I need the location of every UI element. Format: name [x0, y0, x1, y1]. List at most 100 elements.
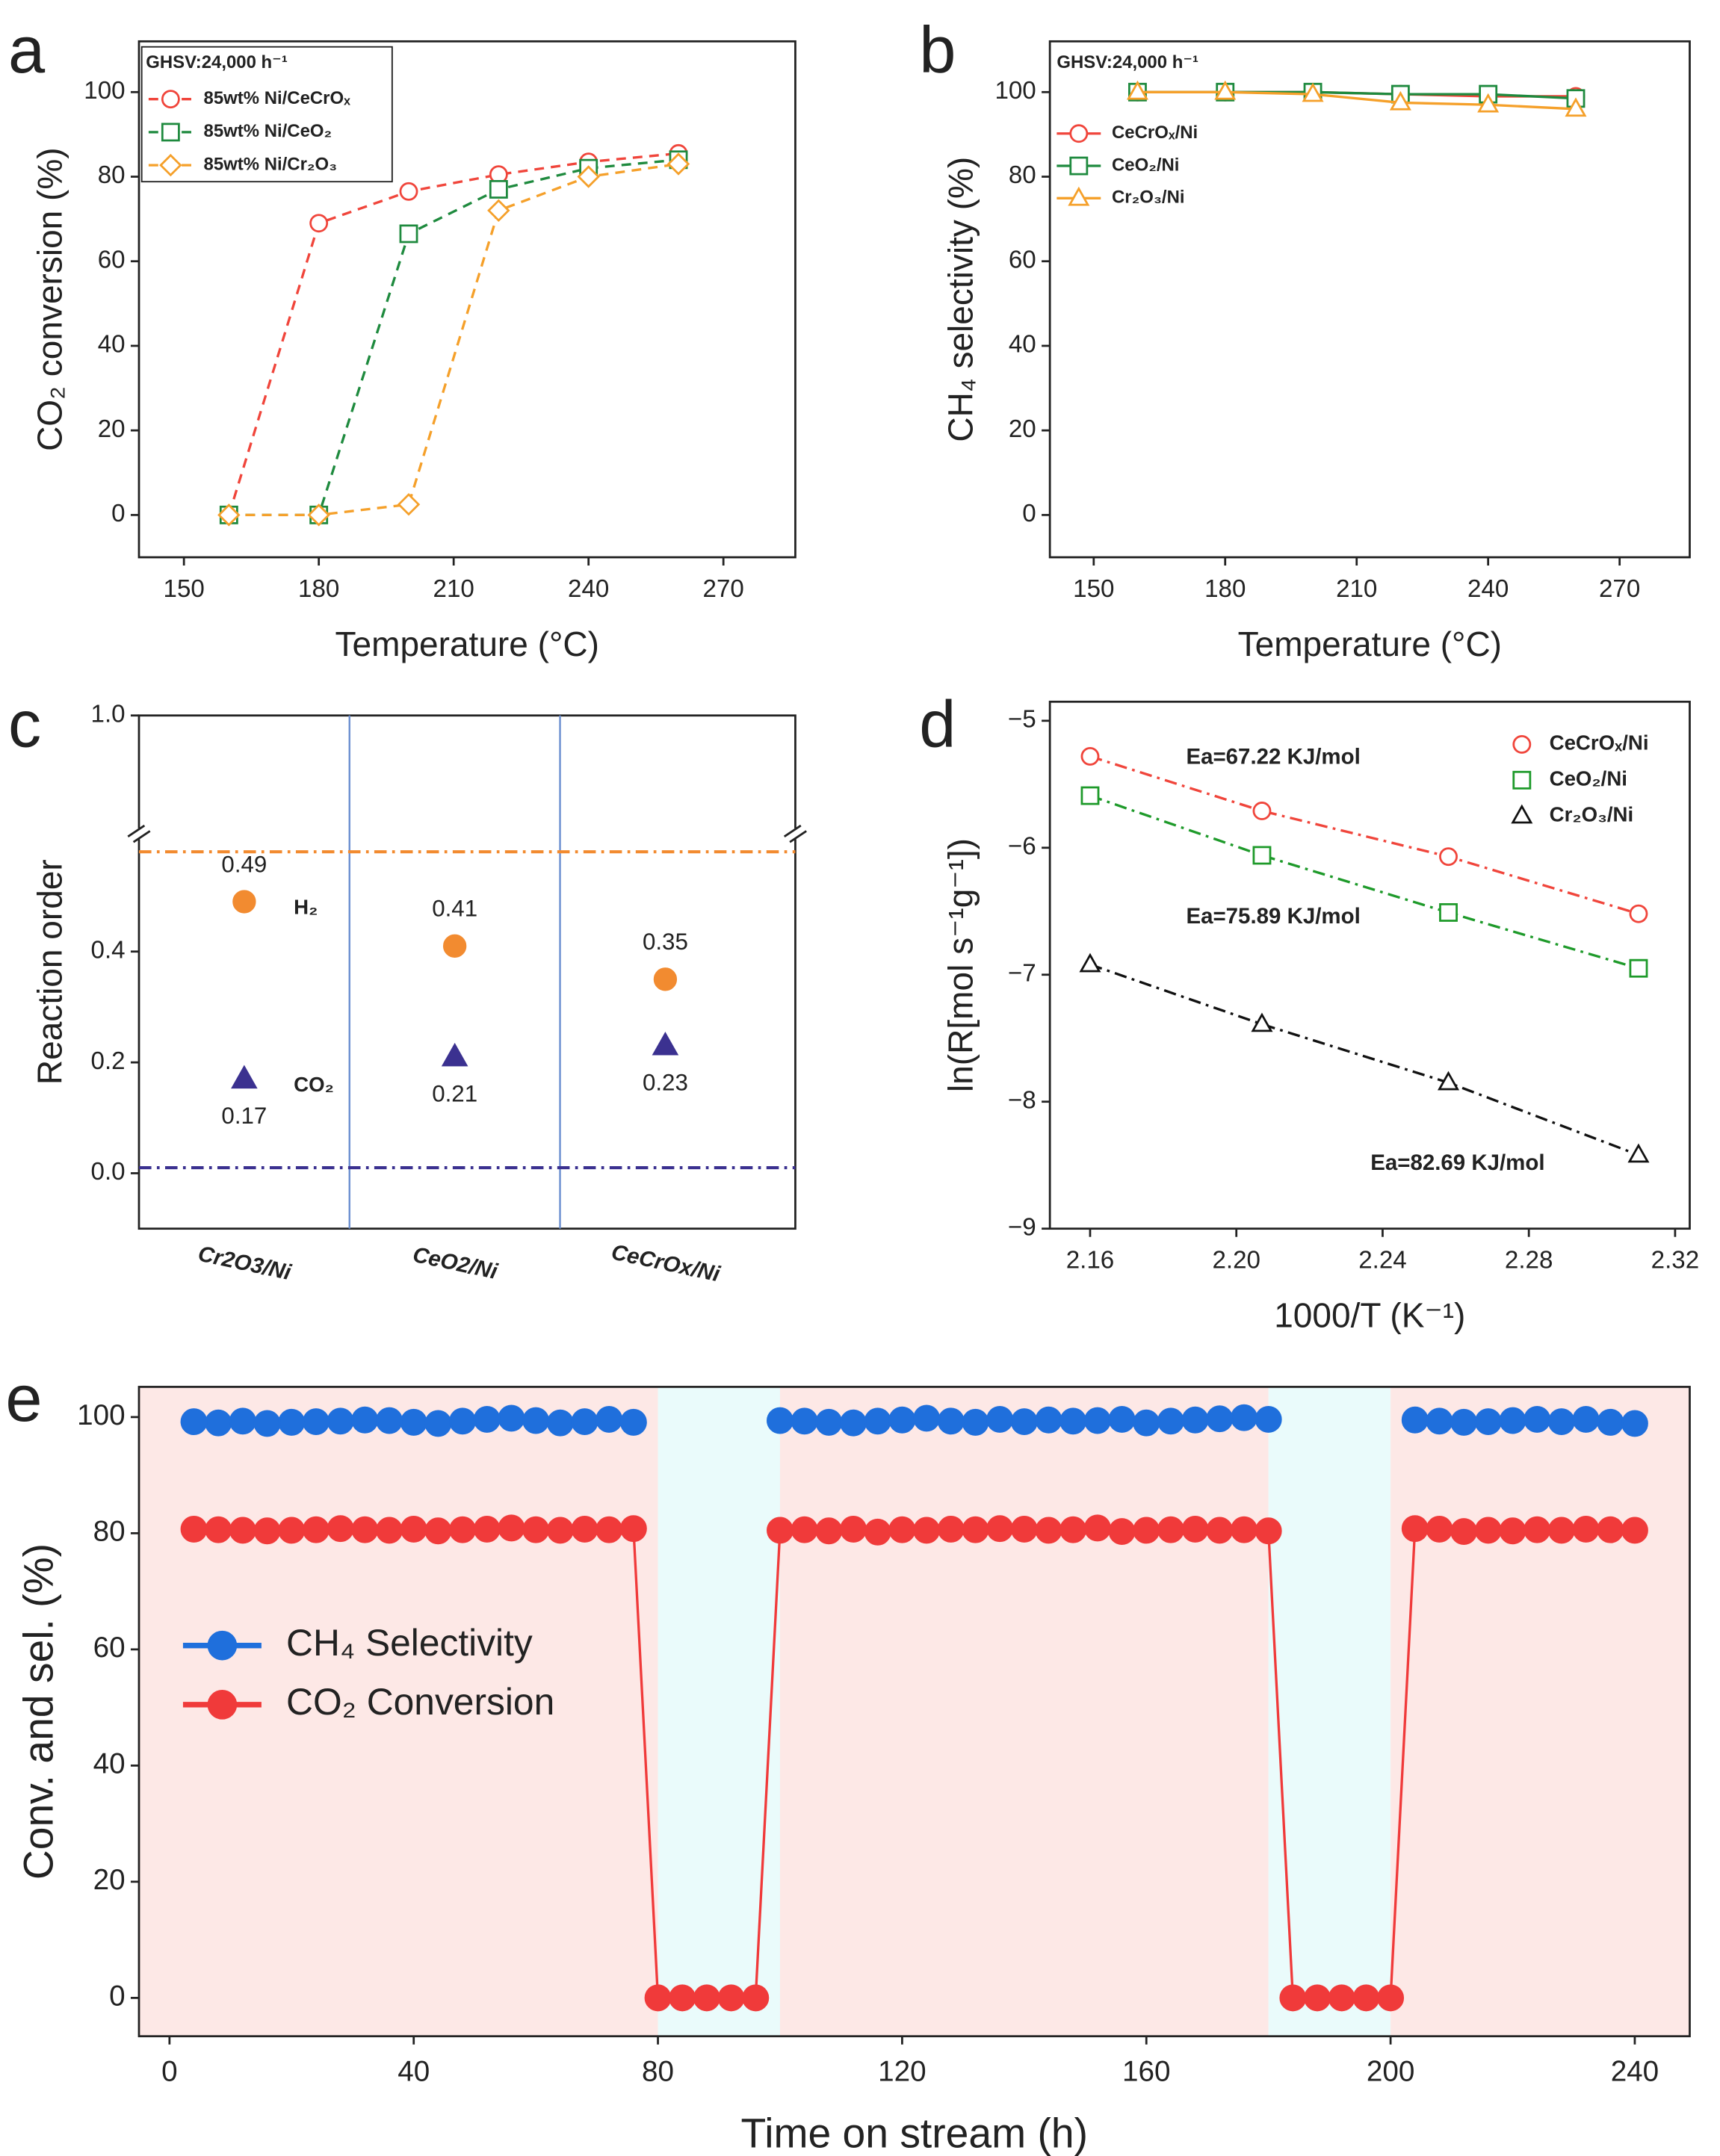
- panel-label: c: [8, 687, 41, 761]
- marker: [1547, 1517, 1575, 1544]
- axis-break-gap: [784, 828, 807, 840]
- legend-marker: [1512, 770, 1532, 790]
- y-tick-label: 60: [1009, 246, 1036, 273]
- marker: [1083, 1407, 1111, 1434]
- marker: [1565, 97, 1587, 117]
- axis-break-gap: [128, 828, 150, 840]
- marker: [1474, 1408, 1502, 1436]
- y-tick-label: 0: [111, 500, 125, 527]
- series-line: [229, 158, 679, 517]
- y-tick-label: 60: [98, 246, 126, 273]
- y-tick-label: 20: [98, 415, 126, 443]
- y-tick-label: 0: [1022, 500, 1036, 527]
- panel-label: d: [919, 687, 956, 761]
- marker: [840, 1515, 867, 1543]
- marker: [400, 1408, 427, 1436]
- marker: [1035, 1406, 1062, 1434]
- marker: [888, 1406, 916, 1434]
- plot-frame: [1048, 700, 1691, 1230]
- marker: [278, 1517, 306, 1544]
- annotation: Ea=82.69 KJ/mol: [1370, 1150, 1544, 1175]
- marker: [397, 492, 421, 516]
- marker: [253, 1410, 281, 1437]
- marker: [767, 1407, 794, 1434]
- marker: [1439, 903, 1458, 922]
- legend-marker: [161, 123, 180, 142]
- marker: [424, 1517, 452, 1545]
- marker: [1523, 1406, 1551, 1433]
- marker: [278, 1408, 306, 1436]
- x-tick-label: 2.32: [1651, 1247, 1699, 1274]
- marker: [1083, 1514, 1111, 1542]
- marker: [937, 1407, 965, 1435]
- marker: [1252, 802, 1272, 820]
- data-label: 0.17: [221, 1103, 267, 1129]
- marker: [962, 1516, 989, 1543]
- x-tick-label: 210: [433, 575, 474, 603]
- marker: [309, 214, 329, 233]
- marker: [1474, 1517, 1502, 1544]
- marker: [913, 1517, 941, 1544]
- marker: [400, 1515, 427, 1543]
- x-tick-label: 40: [397, 2056, 430, 2088]
- marker: [1133, 1517, 1160, 1544]
- x-tick-label: 270: [703, 575, 744, 603]
- marker: [449, 1516, 477, 1543]
- marker: [571, 1515, 598, 1543]
- marker: [1401, 1406, 1429, 1434]
- marker: [399, 224, 418, 244]
- marker: [441, 1042, 468, 1067]
- legend-marker: [159, 153, 182, 177]
- marker: [1157, 1407, 1184, 1435]
- marker: [1079, 952, 1101, 973]
- legend-label: 85wt% Ni/Cr₂O₃: [204, 154, 338, 174]
- x-tick-label: 150: [164, 575, 205, 603]
- y-axis-label: CO₂ conversion (%): [31, 147, 69, 451]
- marker: [1401, 1515, 1429, 1543]
- marker: [791, 1407, 818, 1435]
- marker: [1439, 847, 1458, 867]
- marker: [180, 1408, 208, 1436]
- legend-label: CeCrOₓ/Ni: [1112, 123, 1198, 143]
- x-tick-label: 240: [568, 575, 609, 603]
- marker: [1231, 1516, 1257, 1543]
- marker: [653, 967, 678, 991]
- marker: [1597, 1408, 1624, 1436]
- y-tick-label: −9: [1008, 1213, 1036, 1241]
- marker: [498, 1404, 525, 1432]
- marker: [1035, 1517, 1062, 1544]
- marker: [449, 1407, 477, 1435]
- legend-marker: [207, 1690, 238, 1720]
- axis-break: [127, 824, 151, 843]
- marker: [424, 1410, 452, 1437]
- marker: [767, 1517, 794, 1544]
- series-line: [1137, 90, 1577, 111]
- marker: [489, 180, 508, 199]
- marker: [498, 1514, 525, 1542]
- marker: [864, 1518, 891, 1546]
- x-tick-label: 270: [1599, 575, 1640, 603]
- plot-frame: [137, 714, 796, 1230]
- y-tick-label: 20: [1009, 415, 1036, 443]
- x-tick-label: 240: [1611, 2056, 1659, 2088]
- marker: [1426, 1515, 1453, 1543]
- marker: [1279, 1984, 1307, 2012]
- marker: [815, 1517, 843, 1545]
- marker: [1352, 1984, 1380, 2012]
- legend-label: 85wt% Ni/CeO₂: [204, 121, 332, 141]
- marker: [742, 1984, 770, 2012]
- legend-marker: [1069, 156, 1089, 176]
- y-axis-label: Conv. and sel. (%): [16, 1543, 62, 1880]
- marker: [1214, 80, 1237, 100]
- y-tick-label: 100: [84, 77, 125, 105]
- legend-label: CO₂ Conversion: [286, 1681, 554, 1723]
- marker: [303, 1408, 330, 1436]
- marker: [522, 1407, 550, 1434]
- marker: [571, 1408, 598, 1436]
- marker: [1059, 1407, 1087, 1435]
- marker: [351, 1406, 379, 1434]
- marker: [546, 1409, 574, 1437]
- panel-label: e: [5, 1361, 42, 1435]
- marker: [1010, 1515, 1038, 1543]
